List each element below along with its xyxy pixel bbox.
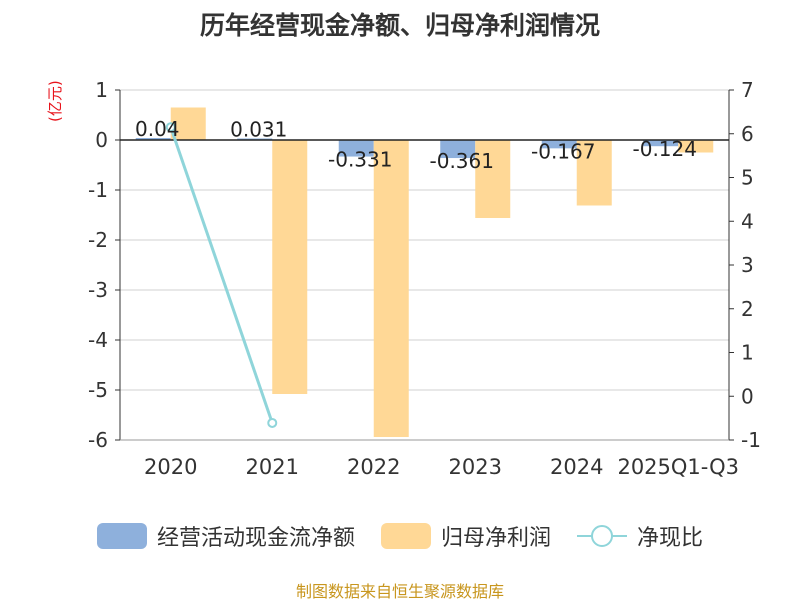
x-tick-label: 2020 [144, 455, 197, 479]
bar-net-profit [576, 140, 612, 206]
y-tick-label: -6 [88, 428, 108, 452]
data-label-cashflow: -0.167 [531, 139, 595, 163]
y-tick-label: -3 [88, 278, 108, 302]
x-tick-label: 2023 [449, 455, 502, 479]
y2-tick-label: -1 [741, 428, 761, 452]
bar-net-profit [272, 140, 308, 394]
y2-tick-label: 0 [741, 384, 754, 408]
y-tick-label: -2 [88, 228, 108, 252]
bar-cashflow [338, 140, 374, 157]
bar-cashflow [135, 138, 171, 140]
data-label-cashflow: 0.04 [135, 117, 180, 141]
legend-label-cashflow: 经营活动现金流净额 [156, 526, 355, 551]
y2-tick-label: 3 [741, 253, 754, 277]
y-tick-label: -4 [88, 328, 108, 352]
x-tick-label: 2024 [550, 455, 603, 479]
y-tick-label: 1 [95, 78, 108, 102]
data-label-cashflow: -0.361 [430, 149, 494, 173]
chart-plot: 1 0 -1 -2 -3 -4 -5 -6 7 6 5 4 3 2 1 0 -1 0.04 0.031 -0.331 -… [88, 78, 761, 479]
line-cash-ratio [169, 126, 274, 424]
legend-item-cash-ratio[interactable]: 净现比 [577, 520, 703, 552]
legend-swatch-cash-ratio [577, 523, 627, 549]
x-tick-label: 2022 [347, 455, 400, 479]
point-cash-ratio [267, 417, 278, 428]
chart-title: 历年经营现金净额、归母净利润情况 [199, 11, 600, 40]
point-cash-ratio [165, 122, 176, 133]
y2-tick-label: 1 [741, 341, 754, 365]
y2-tick-label: 7 [741, 78, 754, 102]
y2-tick-label: 6 [741, 122, 754, 146]
y2-tick-label: 4 [741, 209, 754, 233]
y2-tick-label: 5 [741, 166, 754, 190]
legend-swatch-cashflow [96, 523, 147, 549]
bar-net-profit [475, 140, 511, 218]
legend: 经营活动现金流净额 归母净利润 净现比 [0, 518, 800, 554]
legend-label-cash-ratio: 净现比 [637, 526, 704, 551]
bar-cashflow [541, 140, 577, 149]
data-label-cashflow: 0.031 [230, 117, 287, 141]
bar-net-profit [170, 107, 206, 140]
y-tick-label: -1 [88, 178, 108, 202]
bar-net-profit [373, 140, 409, 437]
legend-label-net-profit: 归母净利润 [440, 526, 551, 551]
y-tick-label: -5 [88, 378, 108, 402]
data-source-footer: 制图数据来自恒生聚源数据库 [295, 582, 504, 601]
legend-swatch-net-profit [380, 523, 431, 549]
x-tick-label: 2025Q1-Q3 [617, 455, 739, 479]
y2-tick-label: 2 [741, 297, 754, 321]
x-tick-label: 2021 [246, 455, 299, 479]
legend-item-net-profit[interactable]: 归母净利润 [380, 520, 551, 552]
y-tick-label: 0 [95, 128, 108, 152]
bar-cashflow [440, 140, 476, 159]
bar-cashflow [643, 140, 679, 147]
data-label-cashflow: -0.331 [328, 148, 392, 172]
legend-item-cashflow[interactable]: 经营活动现金流净额 [96, 520, 355, 552]
bar-cashflow [237, 138, 273, 140]
data-label-cashflow: -0.124 [633, 137, 697, 161]
bar-net-profit [678, 140, 714, 153]
